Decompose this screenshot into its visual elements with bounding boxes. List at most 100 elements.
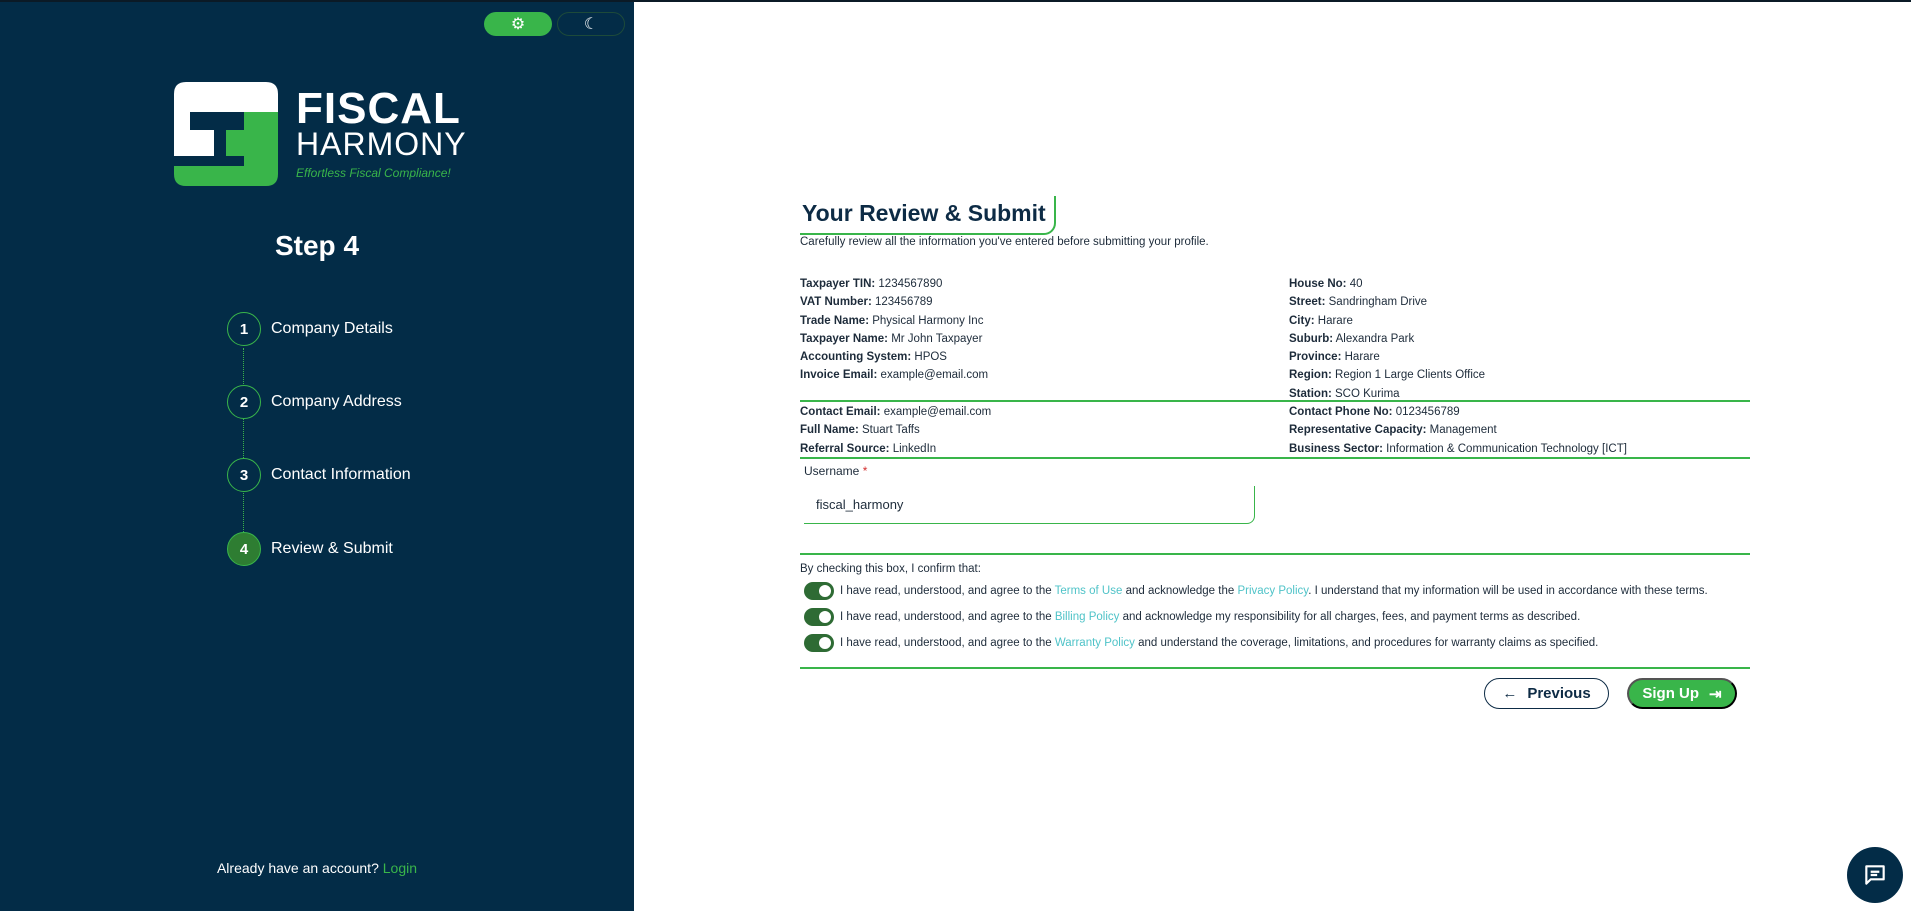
summary-field: Suburb: Alexandra Park bbox=[1289, 330, 1485, 348]
summary-field: Station: SCO Kurima bbox=[1289, 385, 1485, 403]
field-value: 123456789 bbox=[874, 296, 933, 309]
agree-text: and acknowledge my responsibility for al… bbox=[1119, 611, 1581, 623]
field-label: Accounting System: bbox=[800, 351, 912, 364]
username-input[interactable] bbox=[804, 486, 1255, 524]
summary-field: VAT Number: 123456789 bbox=[800, 293, 988, 311]
field-value: example@email.com bbox=[880, 369, 989, 382]
chat-button[interactable] bbox=[1847, 847, 1903, 903]
terms-of-use-link[interactable]: Terms of Use bbox=[1054, 585, 1123, 597]
divider bbox=[800, 400, 1750, 402]
username-label: Username * bbox=[804, 464, 867, 478]
agree-text: I have read, understood, and agree to th… bbox=[840, 611, 1055, 623]
privacy-policy-link[interactable]: Privacy Policy bbox=[1237, 585, 1309, 597]
field-label: Taxpayer TIN: bbox=[800, 278, 876, 290]
field-label: Station: bbox=[1289, 387, 1332, 400]
field-value: 40 bbox=[1349, 278, 1363, 290]
logo-icon bbox=[174, 82, 278, 186]
field-value: 0123456789 bbox=[1395, 406, 1460, 418]
sign-up-button[interactable]: Sign Up ⇥ bbox=[1627, 678, 1737, 709]
step-company-details[interactable]: 1 Company Details bbox=[227, 312, 393, 346]
arrow-left-icon: ← bbox=[1502, 685, 1518, 702]
field-value: 1234567890 bbox=[878, 278, 943, 290]
agree-text: I have read, understood, and agree to th… bbox=[840, 585, 1055, 597]
field-value: Alexandra Park bbox=[1335, 332, 1415, 345]
step-number: 4 bbox=[227, 532, 261, 566]
step-review-submit[interactable]: 4 Review & Submit bbox=[227, 532, 393, 566]
field-value: Sandringham Drive bbox=[1328, 296, 1428, 309]
warranty-toggle[interactable] bbox=[804, 634, 834, 652]
login-prompt: Already have an account? Login bbox=[0, 860, 634, 876]
billing-policy-link[interactable]: Billing Policy bbox=[1054, 611, 1120, 623]
terms-toggle[interactable] bbox=[804, 582, 834, 600]
summary-field: Invoice Email: example@email.com bbox=[800, 366, 988, 384]
field-value: SCO Kurima bbox=[1335, 387, 1400, 400]
field-value: Region 1 Large Clients Office bbox=[1335, 369, 1486, 382]
divider bbox=[800, 457, 1750, 459]
summary-field: Accounting System: HPOS bbox=[800, 348, 988, 366]
top-border bbox=[634, 0, 1911, 2]
field-value: Management bbox=[1429, 424, 1497, 437]
field-label: Taxpayer Name: bbox=[800, 332, 888, 345]
field-label: Contact Phone No: bbox=[1289, 406, 1393, 418]
step-title: Step 4 bbox=[274, 230, 360, 261]
brand-name-line2: HARMONY bbox=[296, 126, 467, 162]
field-label: Street: bbox=[1289, 296, 1326, 309]
divider bbox=[800, 553, 1750, 555]
step-number: 1 bbox=[227, 312, 261, 346]
required-mark: * bbox=[862, 464, 868, 478]
summary-field: City: Harare bbox=[1289, 312, 1485, 330]
agree-text: I have read, understood, and agree to th… bbox=[840, 637, 1055, 649]
step-contact-information[interactable]: 3 Contact Information bbox=[227, 458, 411, 492]
login-text: Already have an account? bbox=[216, 860, 379, 876]
sidebar: ⚙ ☾ FISCAL HARMONY Effortless Fiscal Com… bbox=[0, 0, 634, 911]
summary-field: Full Name: Stuart Taffs bbox=[800, 421, 991, 439]
step-label: Company Address bbox=[271, 393, 402, 410]
confirm-intro: By checking this box, I confirm that: bbox=[800, 563, 981, 575]
summary-field: Contact Phone No: 0123456789 bbox=[1289, 403, 1627, 421]
moon-icon: ☾ bbox=[583, 16, 599, 33]
step-connector bbox=[243, 348, 244, 532]
warranty-policy-link[interactable]: Warranty Policy bbox=[1054, 637, 1135, 649]
agree-text: . I understand that my information will … bbox=[1308, 585, 1708, 597]
light-theme-toggle[interactable]: ⚙ bbox=[484, 12, 552, 36]
summary-field: Trade Name: Physical Harmony Inc bbox=[800, 312, 988, 330]
step-company-address[interactable]: 2 Company Address bbox=[227, 385, 402, 419]
field-label: Trade Name: bbox=[800, 314, 870, 327]
dark-theme-toggle[interactable]: ☾ bbox=[557, 12, 625, 36]
step-number: 2 bbox=[227, 385, 261, 419]
chat-icon bbox=[1865, 865, 1885, 885]
previous-label: Previous bbox=[1527, 685, 1591, 702]
field-label: Full Name: bbox=[800, 424, 859, 437]
field-value: LinkedIn bbox=[892, 442, 937, 455]
summary-field: Region: Region 1 Large Clients Office bbox=[1289, 366, 1485, 384]
field-label: City: bbox=[1289, 314, 1315, 327]
representative-summary: Contact Phone No: 0123456789 Representati… bbox=[1289, 403, 1627, 458]
field-value: Harare bbox=[1344, 351, 1380, 364]
field-label: Business Sector: bbox=[1289, 442, 1383, 455]
field-label: Representative Capacity: bbox=[1289, 424, 1427, 437]
step-number: 3 bbox=[227, 458, 261, 492]
previous-button[interactable]: ← Previous bbox=[1484, 678, 1609, 709]
field-value: Information & Communication Technology [… bbox=[1386, 442, 1627, 455]
step-label: Contact Information bbox=[271, 466, 411, 483]
field-value: HPOS bbox=[914, 351, 947, 364]
summary-field: Referral Source: LinkedIn bbox=[800, 440, 991, 458]
username-label-text: Username bbox=[804, 464, 860, 478]
billing-toggle[interactable] bbox=[804, 608, 834, 626]
summary-field: Business Sector: Information & Communica… bbox=[1289, 440, 1627, 458]
field-value: Mr John Taxpayer bbox=[891, 332, 983, 345]
field-value: Stuart Taffs bbox=[862, 424, 920, 437]
field-label: Suburb: bbox=[1289, 332, 1334, 345]
step-label: Review & Submit bbox=[271, 540, 393, 557]
summary-field: Province: Harare bbox=[1289, 348, 1485, 366]
divider bbox=[800, 667, 1750, 669]
field-label: Referral Source: bbox=[800, 442, 890, 455]
field-label: Contact Email: bbox=[800, 406, 881, 418]
agree-billing: I have read, understood, and agree to th… bbox=[804, 608, 1580, 626]
field-label: VAT Number: bbox=[800, 296, 872, 309]
login-link[interactable]: Login bbox=[382, 860, 418, 876]
gear-icon: ⚙ bbox=[510, 16, 526, 33]
field-label: Invoice Email: bbox=[800, 369, 878, 382]
brand-name: FISCAL bbox=[296, 84, 461, 133]
step-label: Company Details bbox=[271, 320, 393, 337]
